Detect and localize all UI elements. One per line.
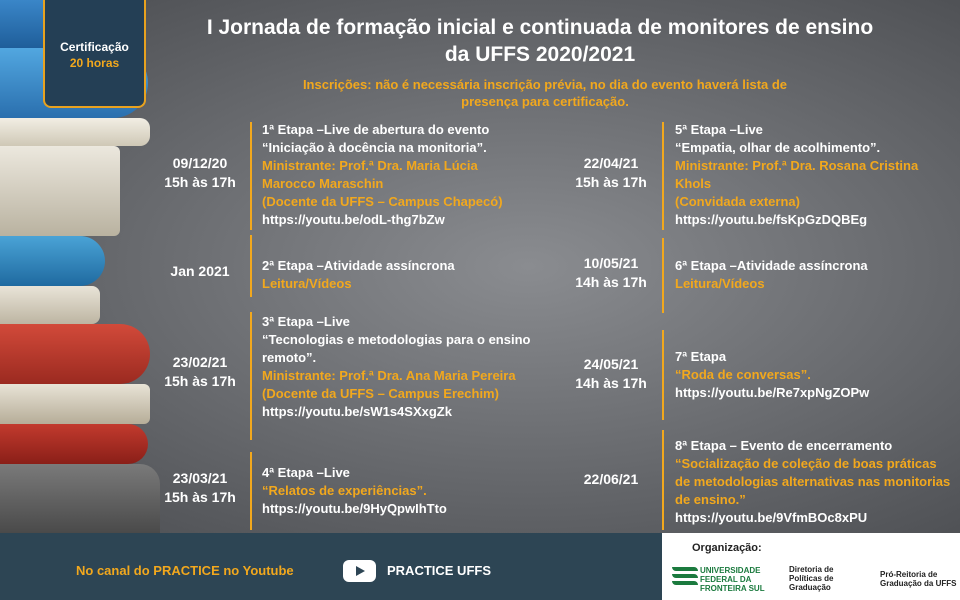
poster-background: Certificação 20 horas I Jornada de forma…: [0, 0, 960, 533]
event-text: 5ª Etapa –Live “Empatia, olhar de acolhi…: [675, 121, 925, 229]
event-text: 4ª Etapa –Live “Relatos de experiências”…: [262, 464, 532, 518]
event-date: 09/12/20 15h às 17h: [164, 155, 236, 190]
organization-label: Organização:: [692, 542, 762, 554]
event-text: 8ª Etapa – Evento de encerramento “Socia…: [675, 437, 955, 527]
channel-name-link[interactable]: PRACTICE UFFS: [387, 563, 491, 578]
certification-label: Certificação: [60, 40, 129, 54]
footer-bar: No canal do PRACTICE no Youtube PRACTICE…: [0, 533, 662, 600]
divider: [662, 238, 664, 313]
event-link[interactable]: https://youtu.be/9HyQpwIhTto: [262, 501, 447, 516]
certification-hours: 20 horas: [69, 56, 120, 70]
event-text: 3ª Etapa –Live “Tecnologias e metodologi…: [262, 314, 531, 419]
uffs-name: UNIVERSIDADE FEDERAL DA FRONTEIRA SUL: [700, 566, 765, 593]
event-date: 23/02/21 15h às 17h: [164, 354, 236, 389]
directorate-name: Diretoria de Políticas de Graduação: [789, 565, 834, 592]
divider: [250, 122, 252, 230]
divider: [662, 122, 664, 230]
pro-rectory-name: Pró-Reitoria de Graduação da UFFS: [880, 570, 957, 588]
event-link[interactable]: https://youtu.be/odL-thg7bZw: [262, 212, 445, 227]
divider: [250, 235, 252, 297]
event-text: 6ª Etapa –Atividade assíncrona Leitura/V…: [675, 258, 868, 291]
event-link[interactable]: https://youtu.be/fsKpGzDQBEg: [675, 212, 868, 227]
event-link[interactable]: https://youtu.be/9VfmBOc8xPU: [675, 510, 868, 525]
event-text: 7ª Etapa “Roda de conversas”. https://yo…: [675, 348, 925, 402]
organization-panel: Organização: UNIVERSIDADE FEDERAL DA FRO…: [662, 533, 960, 600]
event-date: 24/05/21 14h às 17h: [575, 356, 647, 391]
event-text: 1ª Etapa –Live de abertura do evento “In…: [262, 121, 532, 229]
page-title: I Jornada de formação inicial e continua…: [206, 16, 874, 66]
uffs-logo-icon: [672, 565, 698, 589]
divider: [662, 430, 664, 530]
event-link[interactable]: https://youtu.be/sW1s4SXxgZk: [262, 404, 452, 419]
event-date: Jan 2021: [170, 263, 230, 279]
event-link[interactable]: https://youtu.be/Re7xpNgZOPw: [675, 385, 870, 400]
event-text: 2ª Etapa –Atividade assíncrona Leitura/V…: [262, 258, 455, 291]
divider: [662, 330, 664, 420]
event-date: 23/03/21 15h às 17h: [164, 470, 236, 505]
event-date: 22/04/21 15h às 17h: [575, 155, 647, 190]
youtube-channel-note: No canal do PRACTICE no Youtube: [76, 563, 294, 578]
certification-badge: Certificação 20 horas: [43, 0, 146, 108]
divider: [250, 452, 252, 530]
youtube-play-icon[interactable]: [343, 560, 376, 582]
event-date: 22/06/21: [583, 471, 639, 487]
event-date: 10/05/21 14h às 17h: [575, 255, 647, 290]
divider: [250, 312, 252, 440]
registration-note: Inscrições: não é necessária inscrição p…: [302, 77, 788, 109]
